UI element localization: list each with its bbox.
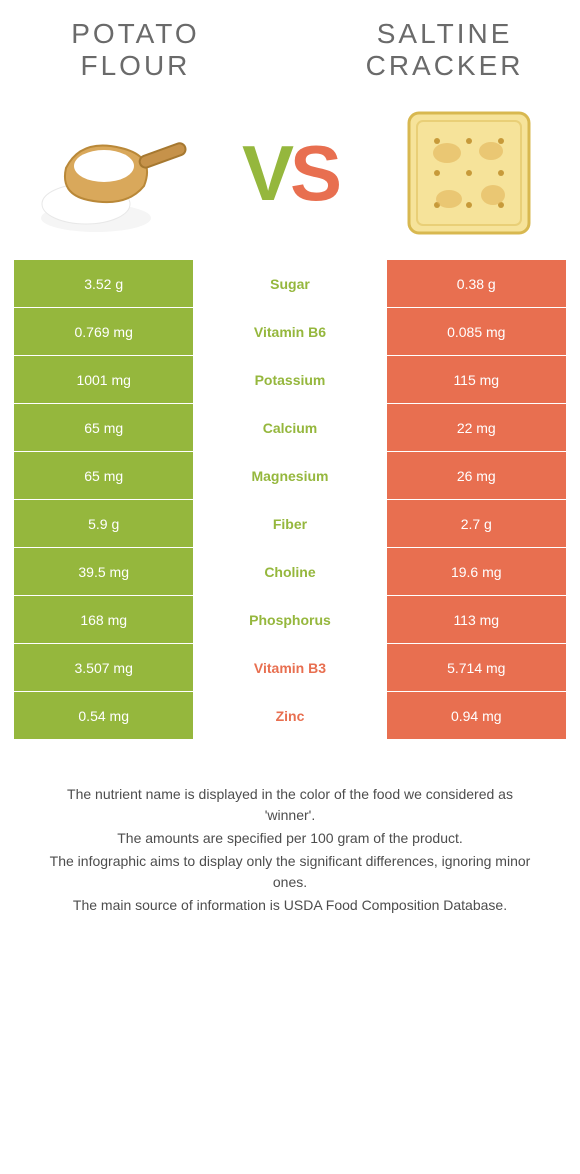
nutrient-name-cell: Vitamin B6 <box>193 308 386 355</box>
footer-line: The infographic aims to display only the… <box>42 851 538 893</box>
hero-row: VS <box>14 108 566 260</box>
left-food-title: POTATO FLOUR <box>14 18 257 82</box>
right-value-cell: 115 mg <box>387 356 566 403</box>
footer-line: The amounts are specified per 100 gram o… <box>42 828 538 849</box>
nutrient-name-cell: Sugar <box>193 260 386 307</box>
left-value-cell: 3.507 mg <box>14 644 193 691</box>
vs-v: V <box>242 129 290 217</box>
right-value-cell: 26 mg <box>387 452 566 499</box>
nutrient-name-cell: Calcium <box>193 404 386 451</box>
right-value-cell: 0.38 g <box>387 260 566 307</box>
left-value-cell: 0.769 mg <box>14 308 193 355</box>
nutrient-name-cell: Magnesium <box>193 452 386 499</box>
nutrient-name-cell: Phosphorus <box>193 596 386 643</box>
left-value-cell: 0.54 mg <box>14 692 193 739</box>
footer-line: The nutrient name is displayed in the co… <box>42 784 538 826</box>
table-row: 168 mgPhosphorus113 mg <box>14 596 566 644</box>
flour-scoop-icon <box>26 108 196 238</box>
left-value-cell: 1001 mg <box>14 356 193 403</box>
table-row: 65 mgCalcium22 mg <box>14 404 566 452</box>
vs-label: VS <box>242 134 338 212</box>
right-value-cell: 0.085 mg <box>387 308 566 355</box>
nutrient-name-cell: Fiber <box>193 500 386 547</box>
nutrient-table: 3.52 gSugar0.38 g0.769 mgVitamin B60.085… <box>14 260 566 740</box>
left-value-cell: 65 mg <box>14 452 193 499</box>
table-row: 3.507 mgVitamin B35.714 mg <box>14 644 566 692</box>
titles-row: POTATO FLOUR SALTINE CRACKER <box>14 18 566 82</box>
table-row: 65 mgMagnesium26 mg <box>14 452 566 500</box>
right-value-cell: 22 mg <box>387 404 566 451</box>
table-row: 39.5 mgCholine19.6 mg <box>14 548 566 596</box>
footer-notes: The nutrient name is displayed in the co… <box>14 740 566 916</box>
right-value-cell: 113 mg <box>387 596 566 643</box>
table-row: 1001 mgPotassium115 mg <box>14 356 566 404</box>
nutrient-name-cell: Zinc <box>193 692 386 739</box>
left-value-cell: 168 mg <box>14 596 193 643</box>
right-value-cell: 0.94 mg <box>387 692 566 739</box>
right-value-cell: 19.6 mg <box>387 548 566 595</box>
left-value-cell: 3.52 g <box>14 260 193 307</box>
nutrient-name-cell: Potassium <box>193 356 386 403</box>
left-value-cell: 65 mg <box>14 404 193 451</box>
right-value-cell: 5.714 mg <box>387 644 566 691</box>
left-value-cell: 39.5 mg <box>14 548 193 595</box>
vs-s: S <box>290 129 338 217</box>
nutrient-name-cell: Choline <box>193 548 386 595</box>
table-row: 3.52 gSugar0.38 g <box>14 260 566 308</box>
right-value-cell: 2.7 g <box>387 500 566 547</box>
table-row: 0.54 mgZinc0.94 mg <box>14 692 566 740</box>
cracker-icon <box>384 108 554 238</box>
left-value-cell: 5.9 g <box>14 500 193 547</box>
footer-line: The main source of information is USDA F… <box>42 895 538 916</box>
nutrient-name-cell: Vitamin B3 <box>193 644 386 691</box>
right-food-title: SALTINE CRACKER <box>323 18 566 82</box>
table-row: 5.9 gFiber2.7 g <box>14 500 566 548</box>
table-row: 0.769 mgVitamin B60.085 mg <box>14 308 566 356</box>
